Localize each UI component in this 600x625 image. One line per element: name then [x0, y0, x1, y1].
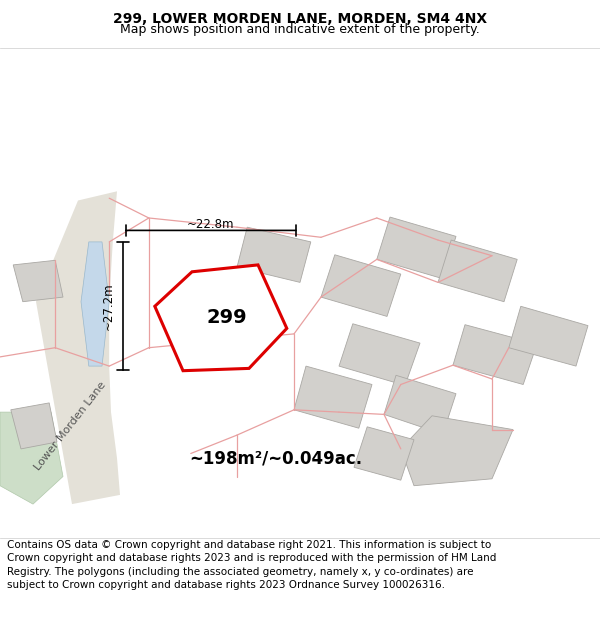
Polygon shape: [155, 265, 287, 371]
Polygon shape: [354, 427, 414, 480]
Text: ~22.8m: ~22.8m: [187, 218, 235, 231]
Polygon shape: [237, 227, 311, 282]
Polygon shape: [453, 325, 537, 384]
Polygon shape: [0, 412, 63, 504]
Text: ~27.2m: ~27.2m: [102, 282, 115, 330]
Polygon shape: [438, 240, 517, 302]
Polygon shape: [13, 260, 63, 302]
Text: Map shows position and indicative extent of the property.: Map shows position and indicative extent…: [120, 22, 480, 36]
Polygon shape: [81, 242, 109, 366]
Polygon shape: [339, 324, 420, 386]
Text: Contains OS data © Crown copyright and database right 2021. This information is : Contains OS data © Crown copyright and d…: [7, 540, 497, 590]
Polygon shape: [321, 255, 401, 316]
Polygon shape: [294, 366, 372, 428]
Text: Lower Morden Lane: Lower Morden Lane: [33, 380, 109, 472]
Text: ~198m²/~0.049ac.: ~198m²/~0.049ac.: [190, 449, 362, 467]
Polygon shape: [36, 191, 120, 504]
Text: 299, LOWER MORDEN LANE, MORDEN, SM4 4NX: 299, LOWER MORDEN LANE, MORDEN, SM4 4NX: [113, 12, 487, 26]
Polygon shape: [401, 416, 513, 486]
Polygon shape: [509, 306, 588, 366]
Text: 299: 299: [206, 308, 247, 328]
Polygon shape: [11, 403, 57, 449]
Polygon shape: [377, 217, 456, 279]
Polygon shape: [384, 375, 456, 434]
